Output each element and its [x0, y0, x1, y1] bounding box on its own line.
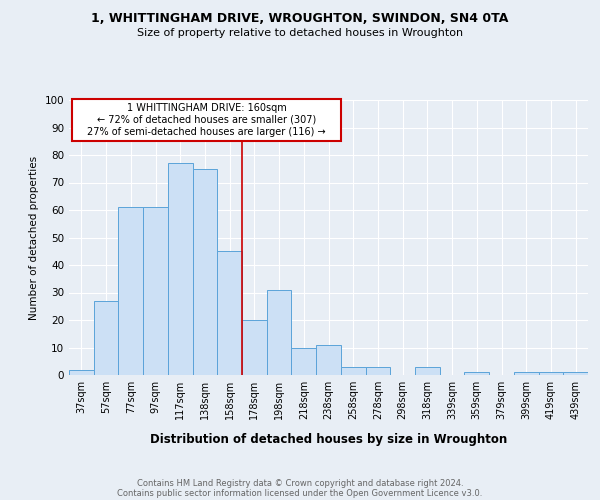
- Bar: [118, 207, 143, 375]
- Bar: [341, 367, 365, 375]
- FancyBboxPatch shape: [71, 98, 341, 141]
- Text: Size of property relative to detached houses in Wroughton: Size of property relative to detached ho…: [137, 28, 463, 38]
- Bar: [415, 367, 440, 375]
- Text: 1, WHITTINGHAM DRIVE, WROUGHTON, SWINDON, SN4 0TA: 1, WHITTINGHAM DRIVE, WROUGHTON, SWINDON…: [91, 12, 509, 26]
- Bar: [242, 320, 267, 375]
- Bar: [193, 169, 217, 375]
- Text: ← 72% of detached houses are smaller (307): ← 72% of detached houses are smaller (30…: [97, 115, 316, 125]
- X-axis label: Distribution of detached houses by size in Wroughton: Distribution of detached houses by size …: [150, 433, 507, 446]
- Bar: [514, 372, 539, 375]
- Bar: [267, 290, 292, 375]
- Text: 27% of semi-detached houses are larger (116) →: 27% of semi-detached houses are larger (…: [87, 127, 326, 137]
- Text: Contains HM Land Registry data © Crown copyright and database right 2024.: Contains HM Land Registry data © Crown c…: [137, 478, 463, 488]
- Bar: [292, 348, 316, 375]
- Text: Contains public sector information licensed under the Open Government Licence v3: Contains public sector information licen…: [118, 488, 482, 498]
- Bar: [539, 372, 563, 375]
- Bar: [365, 367, 390, 375]
- Text: 1 WHITTINGHAM DRIVE: 160sqm: 1 WHITTINGHAM DRIVE: 160sqm: [127, 103, 286, 113]
- Bar: [94, 300, 118, 375]
- Bar: [316, 345, 341, 375]
- Bar: [143, 207, 168, 375]
- Y-axis label: Number of detached properties: Number of detached properties: [29, 156, 39, 320]
- Bar: [464, 372, 489, 375]
- Bar: [563, 372, 588, 375]
- Bar: [217, 251, 242, 375]
- Bar: [69, 370, 94, 375]
- Bar: [168, 163, 193, 375]
